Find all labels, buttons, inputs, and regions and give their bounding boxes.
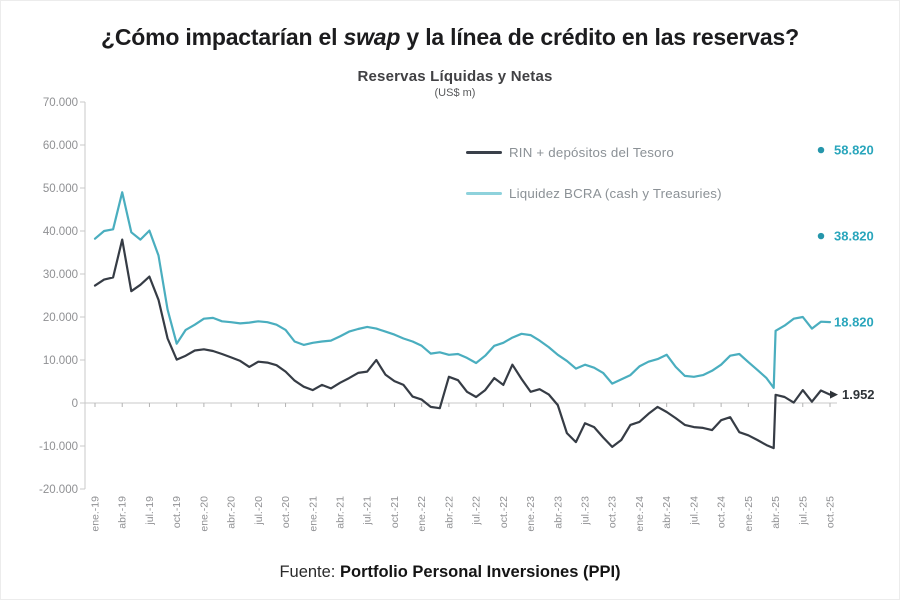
x-tick-label: jul.-25 [797,496,809,526]
x-tick-label: ene.-21 [307,496,319,532]
x-tick-label: ene.-25 [743,496,755,532]
page-title-suffix: y la línea de crédito en las reservas? [400,24,799,50]
legend-item-rin: RIN + depósitos del Tesoro [466,142,722,162]
legend-swatch-teal-line [466,191,502,195]
zero-axis-line [85,402,837,407]
y-tick-label: -20.000 [39,484,78,496]
y-tick-label: 60.000 [43,140,78,152]
x-tick-label: jul.-24 [688,496,700,526]
x-tick-label: abr.-23 [552,496,564,529]
chart-title-block: Reservas Líquidas y Netas (US$ m) [60,68,850,99]
x-tick-label: jul.-21 [362,496,374,526]
x-tick-label: abr.-24 [661,496,673,529]
y-tick-label: 10.000 [43,355,78,367]
source-name: Portfolio Personal Inversiones (PPI) [339,563,621,581]
legend-label-liquidez: Liquidez BCRA (cash y Treasuries) [509,185,722,201]
source-prefix: Fuente: [279,563,340,581]
series-liquidez-line [93,191,832,389]
x-tick-label: abr.-19 [117,496,129,529]
x-tick-label: ene.-19 [90,496,102,532]
x-axis-labels: ene.-19 abr.-19 jul.-19 oct.-19 ene.-20 abr.-… [90,496,837,532]
y-axis: 70.000 60.000 50.000 40.000 30.000 20.000 10.0… [39,97,86,496]
y-tick-label: 40.000 [43,226,78,238]
annotation-labels: 58.820 38.820 18.820 1.952 [817,143,875,402]
series-rin-line [93,238,832,450]
x-tick-label: oct.-24 [716,496,728,528]
page-title: ¿Cómo impactarían el swap y la línea de … [0,24,900,51]
x-tick-label: abr.-25 [770,496,782,529]
source-caption: Fuente: Portfolio Personal Inversiones (… [0,563,900,582]
annotation-arrowhead [830,390,838,399]
x-tick-label: abr.-21 [335,496,347,529]
annotation-value-label: 58.820 [834,143,874,158]
x-tick-label: oct.-22 [498,496,510,528]
y-tick-label: -10.000 [39,441,78,453]
x-tick-label: oct.-21 [389,496,401,528]
x-tick-label: oct.-23 [607,496,619,528]
y-tick-label: 50.000 [43,183,78,195]
x-tick-label: jul.-19 [144,496,156,526]
x-tick-label: ene.-24 [634,496,646,532]
x-tick-label: jul.-22 [471,496,483,526]
annotation-value-label: 1.952 [842,387,875,402]
x-tick-label: jul.-23 [580,496,592,526]
x-tick-label: oct.-20 [280,496,292,528]
y-tick-label: 0 [72,398,78,410]
x-tick-label: ene.-23 [525,496,537,532]
annotation-value-label: 38.820 [834,229,874,244]
y-tick-label: 20.000 [43,312,78,324]
x-tick-label: abr.-20 [226,496,238,529]
chart-subtitle: (US$ m) [434,87,476,99]
x-tick-label: oct.-25 [825,496,837,528]
annotation-dot [817,232,825,240]
x-tick-label: abr.-22 [443,496,455,529]
annotation-dot [817,146,825,154]
x-tick-label: ene.-22 [416,496,428,532]
legend-swatch-dark-line [466,150,502,154]
x-tick-label: oct.-19 [171,496,183,528]
page-title-prefix: ¿Cómo impactarían el [101,24,344,50]
chart-title: Reservas Líquidas y Netas [357,68,553,85]
x-tick-label: ene.-20 [198,496,210,532]
y-tick-label: 70.000 [43,97,78,109]
y-tick-label: 30.000 [43,269,78,281]
legend-label-rin: RIN + depósitos del Tesoro [509,144,674,160]
page-title-italic-swap: swap [343,24,401,50]
chart-legend: RIN + depósitos del Tesoro Liquidez BCRA… [466,142,722,224]
x-tick-label: jul.-20 [253,496,265,526]
annotation-value-label: 18.820 [834,315,874,330]
legend-item-liquidez: Liquidez BCRA (cash y Treasuries) [466,183,722,203]
